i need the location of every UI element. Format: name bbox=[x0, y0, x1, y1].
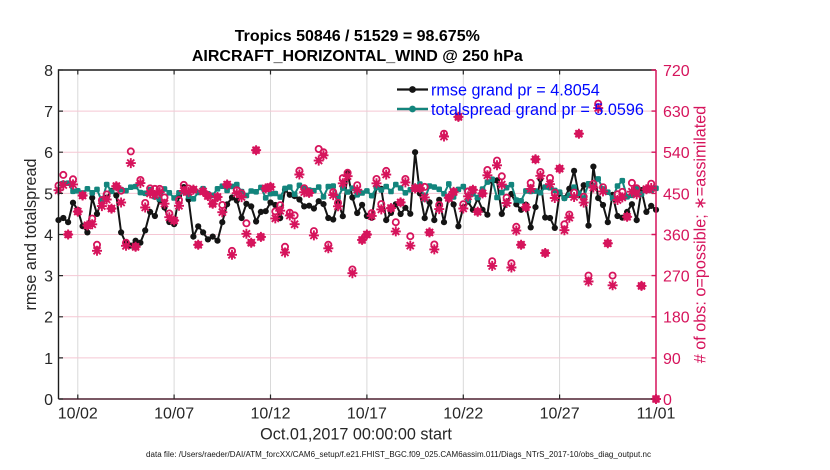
svg-text:630: 630 bbox=[663, 104, 690, 121]
svg-text:Oct.01,2017 00:00:00 start: Oct.01,2017 00:00:00 start bbox=[260, 426, 452, 444]
svg-text:720: 720 bbox=[663, 63, 690, 80]
svg-text:180: 180 bbox=[663, 310, 690, 327]
svg-text:Tropics 50846 / 51529 = 98.675: Tropics 50846 / 51529 = 98.675% bbox=[235, 28, 480, 45]
svg-text:# of obs: o=possible; ∗=assimi: # of obs: o=possible; ∗=assimilated bbox=[692, 106, 710, 363]
svg-text:totalspread grand pr = 5.0596: totalspread grand pr = 5.0596 bbox=[431, 101, 644, 119]
svg-text:4: 4 bbox=[44, 227, 53, 244]
svg-text:6: 6 bbox=[44, 145, 53, 162]
svg-text:8: 8 bbox=[44, 63, 53, 80]
svg-text:7: 7 bbox=[44, 104, 53, 121]
svg-text:90: 90 bbox=[663, 351, 681, 368]
svg-text:5: 5 bbox=[44, 186, 53, 203]
svg-text:0: 0 bbox=[44, 392, 53, 409]
svg-text:data file: /Users/raeder/DAI/A: data file: /Users/raeder/DAI/ATM_forcXX/… bbox=[146, 450, 651, 459]
svg-text:10/22: 10/22 bbox=[443, 406, 483, 423]
svg-text:3: 3 bbox=[44, 269, 53, 286]
svg-text:rmse grand pr = 4.8054: rmse grand pr = 4.8054 bbox=[431, 81, 600, 99]
svg-text:450: 450 bbox=[663, 186, 690, 203]
svg-text:270: 270 bbox=[663, 269, 690, 286]
svg-text:10/07: 10/07 bbox=[154, 406, 194, 423]
svg-text:AIRCRAFT_HORIZONTAL_WIND @ 250: AIRCRAFT_HORIZONTAL_WIND @ 250 hPa bbox=[192, 48, 523, 65]
svg-text:540: 540 bbox=[663, 145, 690, 162]
svg-text:360: 360 bbox=[663, 227, 690, 244]
svg-text:1: 1 bbox=[44, 351, 53, 368]
svg-text:2: 2 bbox=[44, 310, 53, 327]
svg-text:10/27: 10/27 bbox=[540, 406, 580, 423]
svg-text:10/12: 10/12 bbox=[250, 406, 290, 423]
svg-text:11/01: 11/01 bbox=[637, 406, 676, 423]
svg-text:10/02: 10/02 bbox=[58, 406, 98, 423]
svg-text:10/17: 10/17 bbox=[347, 406, 387, 423]
svg-text:0: 0 bbox=[663, 392, 672, 409]
svg-text:rmse and totalspread: rmse and totalspread bbox=[22, 158, 40, 310]
